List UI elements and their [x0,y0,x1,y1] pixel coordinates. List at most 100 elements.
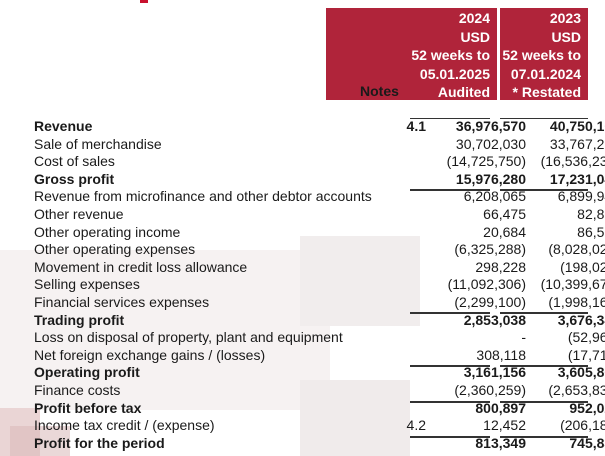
table-row: Income tax credit / (expense) 4.2 12,452 (2… [34,417,605,435]
underline-rule [500,189,588,191]
row-label: Gross profit [34,170,115,187]
background-panel [300,380,410,456]
table-row: Operating profit 3,161,156 3,605,865 [34,364,605,382]
value-2024: (14,725,750) [446,153,526,170]
underline-rule [500,365,588,367]
header-line: 52 weeks to [411,47,490,63]
table-row: Profit for the period 813,349 745,839 [34,434,605,453]
header-line: 2024 [458,10,490,26]
value-2024: (6,325,288) [454,241,526,258]
value-2024: 308,118 [476,346,526,363]
table-row: Movement in credit loss allowance 298,228… [34,258,605,277]
table-row: Finance costs (2,360,259) (2,653,838) [34,382,605,400]
underline-rule [410,436,490,438]
row-note: 4.2 [406,417,426,434]
value-2024: (11,092,306) [447,276,526,293]
underline-rule [500,401,588,403]
background-panel [0,250,330,410]
value-2024: 15,976,280 [455,170,526,187]
table-row: Other revenue 66,475 82,880 [34,206,605,224]
value-2024: 800,897 [475,399,526,416]
notes-column-header: Notes [360,83,399,99]
value-2024: 2,853,038 [463,311,526,328]
value-2024: 6,208,065 [463,188,526,205]
header-line: 05.01.2025 [419,65,490,82]
value-2023: 33,767,276 [549,135,605,152]
row-label: Trading profit [34,311,125,328]
table-row: Sale of merchandise 30,702,030 33,767,276 [34,135,605,154]
table-row: Revenue from microfinance and other debt… [34,188,605,206]
row-label: Operating profit [34,364,140,381]
table-row: Loss on disposal of property, plant and … [34,329,605,347]
value-2023: 40,750,102 [549,118,605,134]
table-row: Financial services expenses (2,299,100) (1… [34,294,605,312]
table-row: Net foreign exchange gains / (losses) 308… [34,346,605,365]
value-2023: (8,028,023) [548,241,605,258]
value-2023: (52,966) [567,329,605,346]
value-2024: 3,161,156 [463,364,526,381]
value-2023: 17,231,041 [549,170,605,187]
underline-rule [500,311,588,313]
row-label: Selling expenses [34,276,140,293]
row-label: Other operating expenses [34,241,196,258]
underline-rule [500,118,588,119]
header-line: 2023 [549,10,581,26]
table-row: Gross profit 15,976,280 17,231,041 [34,170,605,189]
value-2023: (17,717) [567,346,605,363]
underline-rule [410,189,490,191]
table-row: Selling expenses (11,092,306) (10,399,675) [34,276,605,294]
row-label: Other operating income [34,223,181,240]
value-2024: - [521,329,526,346]
row-label: Revenue from microfinance and other debt… [34,188,372,205]
row-label: Movement in credit loss allowance [34,258,248,275]
value-2024: 30,702,030 [455,135,526,152]
value-2023: 86,567 [577,223,605,240]
value-2024: 813,349 [475,434,526,451]
value-2023: 3,605,865 [557,364,605,381]
header-line: USD [551,28,581,45]
value-2023: (206,188) [560,417,605,434]
underline-rule [410,118,490,119]
row-label: Other revenue [34,206,124,222]
header-line: Audited [437,84,490,100]
row-label: Loss on disposal of property, plant and … [34,329,343,346]
value-2024: 20,684 [483,223,526,240]
underline-rule [500,435,588,437]
row-label: Net foreign exchange gains / (losses) [34,346,266,363]
value-2023: (1,998,167) [548,294,605,310]
underline-rule [410,400,490,402]
underline-rule [410,312,490,314]
row-label: Revenue [34,118,93,134]
row-label: Cost of sales [34,153,115,170]
header-line: 52 weeks to [502,47,581,63]
table-row: Cost of sales (14,725,750) (16,536,235) [34,153,605,171]
value-2023: (16,536,235) [540,153,605,170]
value-2023: 82,880 [577,206,605,222]
table-row: Profit before tax 800,897 952,027 [34,399,605,418]
row-label: Finance costs [34,382,121,398]
table-row: Trading profit 2,853,038 3,676,348 [34,311,605,330]
underline-rule [410,364,490,366]
underline-rule [500,436,588,438]
row-label: Profit for the period [34,434,165,451]
value-2023: 6,899,946 [557,188,605,205]
value-2024: 36,976,570 [455,118,526,134]
row-note: 4.1 [406,118,426,134]
underline-rule [500,400,588,402]
column-header-2024: 2024 USD 52 weeks to 05.01.2025 Audited [326,8,497,100]
background-panel [300,236,420,326]
underline-rule [410,435,490,437]
underline-rule [410,401,490,403]
value-2024: (2,360,259) [454,382,526,398]
value-2023: (198,021) [560,258,605,275]
value-2023: (2,653,838) [548,382,605,398]
underline-rule [410,365,490,367]
underline-rule [410,188,490,190]
value-2023: 745,839 [569,434,605,451]
underline-rule [500,312,588,314]
value-2023: (10,399,675) [540,276,605,293]
background-panel [10,426,70,456]
decorative-mark [140,0,148,3]
value-2023: 3,676,348 [557,311,605,328]
row-label: Financial services expenses [34,294,210,310]
